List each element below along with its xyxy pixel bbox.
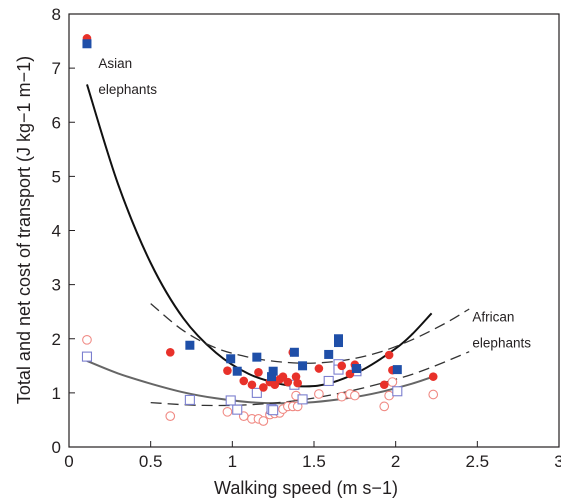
- open-circle-point: [349, 390, 360, 401]
- solid-fit-curve-2: [86, 359, 432, 405]
- filled-square-point: [392, 365, 402, 375]
- open-circle-point: [222, 406, 233, 417]
- annotations: Asian elephants African elephants: [98, 56, 531, 350]
- filled-square-point: [226, 354, 236, 364]
- open-circle-point: [82, 334, 92, 345]
- y-tick-label: 5: [52, 167, 61, 186]
- open-circle-point: [258, 416, 269, 426]
- open-square-point: [81, 351, 93, 362]
- open-square-point: [251, 387, 262, 398]
- filled-square-point: [82, 39, 92, 49]
- filled-circle-point: [165, 347, 175, 357]
- filled-square-point: [252, 352, 262, 362]
- open-circle-point: [428, 389, 439, 400]
- filled-circle-point: [428, 372, 438, 381]
- fit-curves: [86, 84, 470, 407]
- filled-circle-point: [379, 380, 389, 390]
- open-circle-point: [336, 391, 347, 402]
- y-tick-label: 7: [52, 59, 61, 78]
- dashed-fit-curve-1: [150, 303, 470, 364]
- filled-circle-point: [291, 372, 301, 381]
- y-tick-label: 8: [52, 5, 61, 24]
- filled-square-point: [267, 372, 277, 382]
- x-tick-label: 3: [554, 452, 561, 471]
- filled-square-point: [324, 349, 334, 359]
- filled-circle-point: [384, 350, 394, 360]
- annotation-1-line-1: elephants: [472, 335, 531, 350]
- x-tick-label: 1: [228, 452, 237, 471]
- solid-fit-curve-0: [86, 84, 433, 388]
- filled-square-point: [185, 340, 195, 350]
- filled-square-point: [298, 361, 308, 371]
- open-square-point: [232, 404, 243, 415]
- filled-circle-point: [254, 368, 263, 377]
- dashed-fit-curve-3: [150, 351, 470, 407]
- filled-circle-point: [259, 383, 268, 392]
- y-tick-label: 4: [52, 222, 61, 241]
- filled-circle-point: [293, 378, 302, 388]
- y-tick-label: 1: [52, 384, 61, 403]
- annotation-0-line-0: Asian: [98, 56, 132, 71]
- annotation-1-line-0: African: [472, 309, 514, 324]
- filled-square-point: [351, 364, 361, 374]
- filled-square-point: [334, 338, 343, 348]
- open-square-point: [268, 405, 279, 416]
- y-axis-title: Total and net cost of transport (J kg−1 …: [14, 56, 34, 404]
- y-tick-label: 3: [52, 276, 61, 295]
- filled-circle-point: [337, 361, 347, 371]
- y-tick-label: 0: [52, 438, 61, 457]
- filled-square-point: [268, 366, 278, 376]
- open-square-point: [184, 394, 195, 405]
- open-circle-point: [384, 390, 394, 401]
- filled-circle-point: [223, 366, 232, 375]
- open-square-point: [297, 394, 308, 405]
- open-square-point: [323, 375, 334, 387]
- open-square-point: [392, 386, 403, 397]
- filled-circle-point: [247, 380, 257, 390]
- x-tick-label: 2: [391, 452, 400, 471]
- axis-ticks: 0 0.5 1 1.5 2 2.5 3 0 1 2 3 4 5 6 7 8: [52, 5, 561, 471]
- filled-square-point: [232, 366, 242, 376]
- open-circle-point: [165, 411, 176, 421]
- x-axis-title: Walking speed (m s−1): [214, 478, 398, 498]
- open-circle-point: [387, 377, 398, 387]
- open-circle-point: [314, 389, 324, 399]
- filled-circle-point: [283, 377, 293, 387]
- data-points: [81, 34, 439, 426]
- annotation-0-line-1: elephants: [98, 82, 157, 97]
- x-tick-label: 0.5: [139, 452, 163, 471]
- open-square-point: [225, 395, 236, 406]
- y-tick-label: 2: [52, 330, 61, 349]
- y-tick-label: 6: [52, 113, 61, 132]
- filled-square-point: [289, 347, 299, 357]
- x-tick-label: 2.5: [466, 452, 490, 471]
- filled-circle-point: [239, 376, 249, 386]
- filled-circle-point: [314, 364, 324, 373]
- x-tick-label: 0: [64, 452, 73, 471]
- x-tick-label: 1.5: [302, 452, 326, 471]
- open-circle-point: [379, 401, 390, 412]
